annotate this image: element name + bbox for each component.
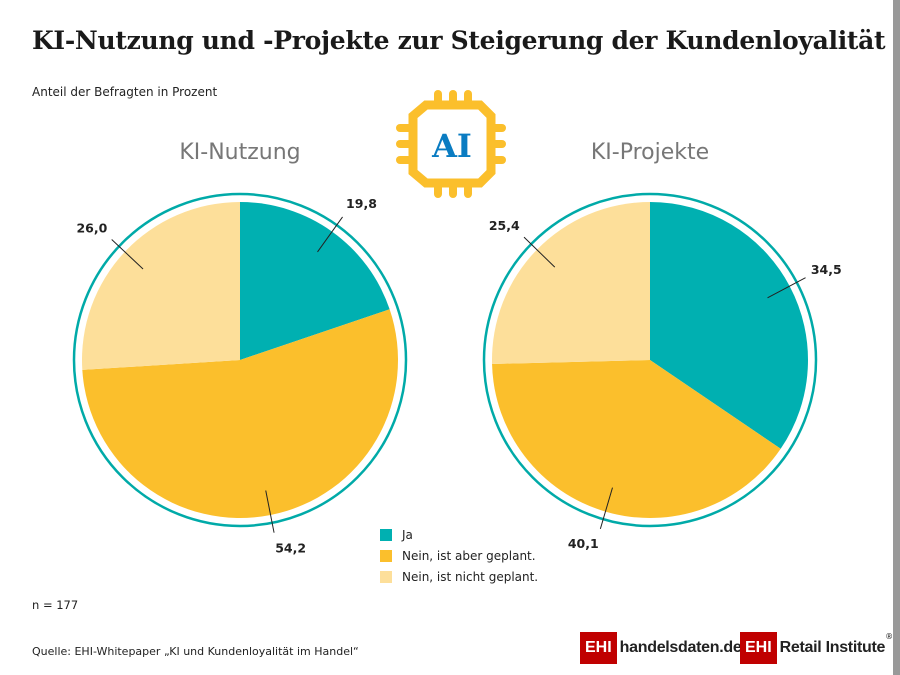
pie-slice-2: [492, 202, 650, 364]
logo-handelsdaten[interactable]: EHI handelsdaten.de: [580, 632, 742, 664]
legend-item-geplant: Nein, ist aber geplant.: [380, 545, 538, 566]
pie-slice-1: [492, 360, 781, 519]
legend-swatch: [380, 549, 392, 562]
chart-title-ki-nutzung: KI-Nutzung: [179, 140, 301, 165]
pie-ring: [72, 192, 408, 528]
leader-line: [599, 487, 613, 529]
legend-swatch: [380, 528, 392, 541]
page-title: KI-Nutzung und -Projekte zur Steigerung …: [32, 26, 886, 55]
leader-line: [265, 490, 275, 533]
scrollbar[interactable]: [893, 0, 900, 675]
ai-chip-icon: AI: [396, 90, 506, 198]
data-label: 25,4: [489, 218, 520, 233]
pie-slice-1: [82, 309, 399, 518]
leader-line: [523, 236, 556, 268]
source-note: Quelle: EHI-Whitepaper „KI und Kundenloy…: [32, 645, 359, 658]
legend-item-nicht-geplant: Nein, ist nicht geplant.: [380, 566, 538, 587]
legend-swatch: [380, 570, 392, 583]
pie-slice-0: [240, 202, 390, 360]
svg-text:AI: AI: [431, 127, 472, 165]
sample-size: n = 177: [32, 598, 79, 612]
legend: Ja Nein, ist aber geplant. Nein, ist nic…: [380, 524, 538, 587]
data-label: 34,5: [811, 262, 842, 277]
data-label: 40,1: [568, 536, 599, 551]
data-label: 26,0: [76, 221, 107, 236]
leader-line: [111, 239, 144, 270]
leader-line: [767, 277, 806, 299]
pie-ring: [482, 192, 818, 528]
pie-slice-2: [82, 202, 240, 370]
legend-item-ja: Ja: [380, 524, 538, 545]
subtitle: Anteil der Befragten in Prozent: [32, 85, 218, 99]
chart-title-ki-projekte: KI-Projekte: [590, 140, 710, 165]
data-label: 19,8: [346, 196, 377, 211]
data-label: 54,2: [275, 540, 306, 555]
logo-ehi-retail-institute[interactable]: EHI Retail Institute ®: [740, 632, 893, 664]
pie-slice-0: [650, 202, 808, 449]
leader-line: [317, 216, 343, 253]
